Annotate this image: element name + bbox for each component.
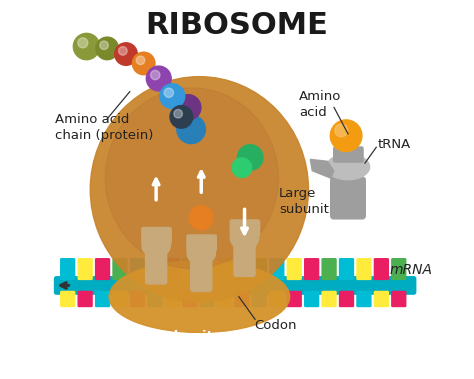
FancyBboxPatch shape	[235, 259, 249, 279]
FancyBboxPatch shape	[161, 227, 171, 244]
Text: Large
subunit: Large subunit	[279, 187, 329, 216]
FancyBboxPatch shape	[148, 227, 158, 244]
Circle shape	[160, 84, 185, 109]
FancyBboxPatch shape	[374, 291, 388, 307]
FancyBboxPatch shape	[322, 291, 336, 307]
FancyBboxPatch shape	[331, 177, 365, 219]
Circle shape	[132, 52, 155, 75]
FancyBboxPatch shape	[55, 277, 416, 294]
FancyBboxPatch shape	[207, 235, 216, 251]
Text: Amino
acid: Amino acid	[299, 90, 341, 119]
FancyBboxPatch shape	[357, 259, 371, 279]
FancyBboxPatch shape	[234, 240, 255, 276]
FancyBboxPatch shape	[218, 291, 231, 307]
Circle shape	[96, 37, 118, 60]
FancyBboxPatch shape	[165, 259, 179, 279]
FancyBboxPatch shape	[146, 247, 167, 284]
FancyBboxPatch shape	[96, 291, 109, 307]
FancyBboxPatch shape	[130, 291, 145, 307]
FancyBboxPatch shape	[392, 259, 406, 279]
Ellipse shape	[109, 261, 290, 332]
FancyBboxPatch shape	[237, 220, 246, 236]
FancyBboxPatch shape	[200, 235, 210, 251]
Text: tRNA: tRNA	[378, 138, 411, 151]
FancyBboxPatch shape	[340, 147, 350, 162]
Circle shape	[174, 110, 182, 118]
FancyBboxPatch shape	[253, 291, 266, 307]
Circle shape	[335, 124, 347, 137]
FancyBboxPatch shape	[243, 220, 253, 236]
FancyBboxPatch shape	[305, 259, 319, 279]
FancyBboxPatch shape	[235, 291, 249, 307]
Circle shape	[330, 120, 362, 152]
Circle shape	[136, 56, 145, 64]
FancyBboxPatch shape	[193, 235, 203, 251]
FancyBboxPatch shape	[322, 259, 336, 279]
Circle shape	[164, 88, 173, 97]
Circle shape	[118, 47, 127, 55]
Circle shape	[175, 95, 201, 120]
Text: Amino acid
chain (protein): Amino acid chain (protein)	[55, 113, 153, 142]
FancyBboxPatch shape	[191, 255, 212, 291]
FancyBboxPatch shape	[353, 147, 363, 162]
Ellipse shape	[142, 235, 170, 257]
Circle shape	[146, 66, 171, 91]
FancyBboxPatch shape	[148, 259, 162, 279]
FancyBboxPatch shape	[347, 147, 356, 162]
Polygon shape	[310, 160, 334, 178]
Circle shape	[78, 38, 88, 48]
FancyBboxPatch shape	[305, 291, 319, 307]
FancyBboxPatch shape	[334, 147, 344, 162]
FancyBboxPatch shape	[392, 291, 406, 307]
Circle shape	[151, 70, 160, 80]
Ellipse shape	[230, 227, 259, 250]
FancyBboxPatch shape	[270, 259, 284, 279]
Circle shape	[232, 158, 252, 177]
FancyBboxPatch shape	[339, 259, 354, 279]
Circle shape	[237, 145, 263, 170]
FancyBboxPatch shape	[270, 291, 284, 307]
Text: mRNA: mRNA	[389, 263, 432, 277]
Circle shape	[177, 115, 205, 144]
FancyBboxPatch shape	[96, 259, 109, 279]
Ellipse shape	[90, 77, 309, 302]
Text: Small subunit: Small subunit	[110, 330, 213, 343]
FancyBboxPatch shape	[61, 259, 75, 279]
FancyBboxPatch shape	[250, 220, 260, 236]
FancyBboxPatch shape	[165, 291, 179, 307]
FancyBboxPatch shape	[357, 291, 371, 307]
FancyBboxPatch shape	[182, 259, 197, 279]
Ellipse shape	[105, 88, 278, 268]
Ellipse shape	[187, 242, 215, 265]
FancyBboxPatch shape	[200, 259, 214, 279]
FancyBboxPatch shape	[182, 291, 197, 307]
FancyBboxPatch shape	[148, 291, 162, 307]
Circle shape	[189, 206, 213, 230]
FancyBboxPatch shape	[78, 259, 92, 279]
FancyBboxPatch shape	[339, 291, 354, 307]
FancyBboxPatch shape	[113, 259, 127, 279]
FancyBboxPatch shape	[287, 291, 301, 307]
FancyBboxPatch shape	[187, 235, 197, 251]
FancyBboxPatch shape	[113, 291, 127, 307]
FancyBboxPatch shape	[61, 291, 75, 307]
Text: Codon: Codon	[254, 319, 296, 332]
Circle shape	[170, 106, 192, 128]
FancyBboxPatch shape	[200, 291, 214, 307]
FancyBboxPatch shape	[374, 259, 388, 279]
FancyBboxPatch shape	[155, 227, 165, 244]
FancyBboxPatch shape	[142, 227, 152, 244]
FancyBboxPatch shape	[230, 220, 240, 236]
Text: RIBOSOME: RIBOSOME	[146, 11, 328, 40]
FancyBboxPatch shape	[130, 259, 145, 279]
FancyBboxPatch shape	[218, 259, 231, 279]
Circle shape	[115, 43, 137, 65]
FancyBboxPatch shape	[78, 291, 92, 307]
FancyBboxPatch shape	[287, 259, 301, 279]
Circle shape	[100, 41, 109, 50]
Circle shape	[73, 33, 100, 60]
FancyBboxPatch shape	[253, 259, 266, 279]
Ellipse shape	[327, 154, 370, 180]
